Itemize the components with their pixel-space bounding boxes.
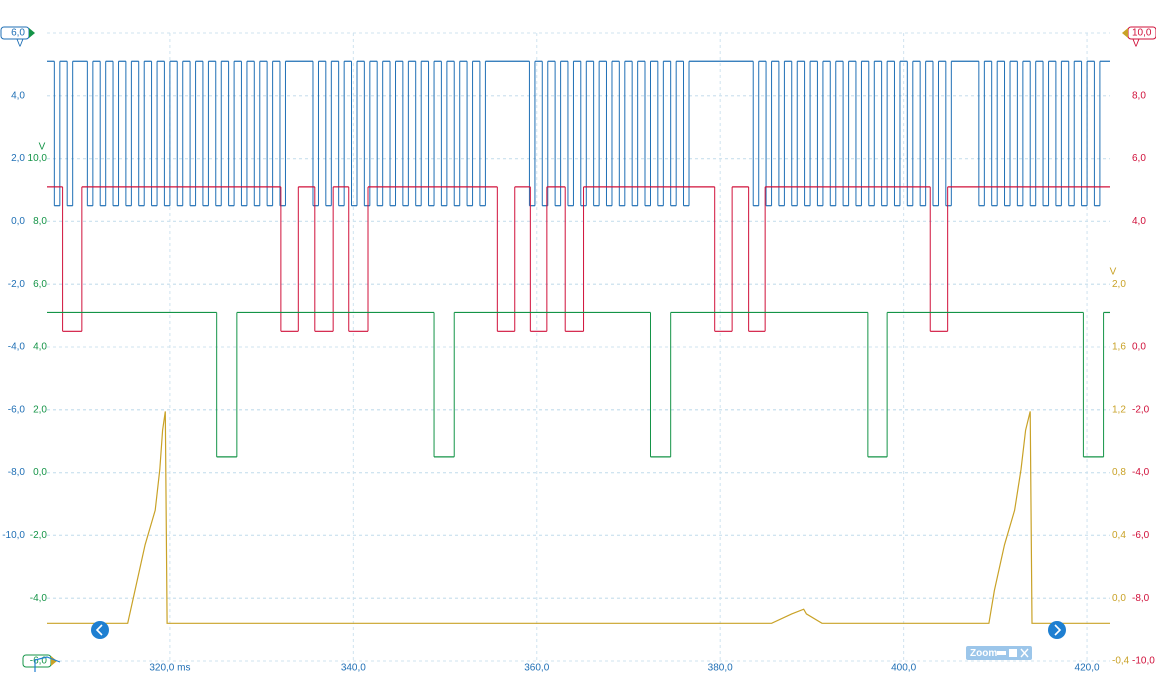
chevron-left (95, 624, 103, 636)
axis-unit: V (17, 39, 24, 50)
scroll-right-button[interactable] (1048, 621, 1066, 639)
y-tick-label: 2,0 (33, 404, 47, 415)
y-tick-label: 0,8 (1112, 467, 1126, 478)
axis-unit: V (39, 142, 46, 153)
x-tick-label: 420,0 (1075, 663, 1100, 674)
y-tick-label: 1,2 (1112, 404, 1126, 415)
y-tick-label: -8,0 (1132, 593, 1150, 604)
y-tick-label: 2,0 (11, 153, 25, 164)
zoom-label: Zoom (970, 648, 997, 659)
y-tick-label: 1,6 (1112, 342, 1126, 353)
y-tick-label: -2,0 (8, 279, 26, 290)
y-tick-label: -0,4 (1112, 656, 1130, 667)
scroll-right-circle[interactable] (1048, 621, 1066, 639)
y-tick-label: 0,0 (1132, 342, 1146, 353)
y-tick-label: -10,0 (1132, 656, 1155, 667)
x-tick-label: 340,0 (341, 663, 366, 674)
y-tick-label: 8,0 (33, 216, 47, 227)
axis-handle-arrow (29, 28, 35, 38)
y-tick-label: 6,0 (1132, 153, 1146, 164)
y-tick-label: 6,0 (33, 279, 47, 290)
trace-line (47, 411, 1110, 624)
y-tick-label: -2,0 (1132, 404, 1150, 415)
zoom-minimize-icon[interactable] (997, 651, 1006, 655)
y-tick-label: -4,0 (1132, 467, 1150, 478)
y-tick-label: 10,0 (28, 153, 48, 164)
y-tick-label: -2,0 (30, 530, 48, 541)
y-tick-label: 6,0 (11, 28, 25, 39)
zoom-close-icon[interactable] (1020, 648, 1029, 658)
chevron-right (1054, 624, 1062, 636)
zoom-control[interactable]: Zoom (966, 646, 1032, 660)
y-tick-label: 0,4 (1112, 530, 1126, 541)
y-tick-label: -4,0 (30, 593, 48, 604)
y-tick-label: -6,0 (30, 656, 48, 667)
y-tick-label: -10,0 (2, 530, 25, 541)
y-tick-label: 0,0 (1112, 593, 1126, 604)
y-tick-label: -4,0 (8, 342, 26, 353)
x-tick-label: 380,0 (708, 663, 733, 674)
x-tick-label: 400,0 (891, 663, 916, 674)
y-tick-label: -6,0 (1132, 530, 1150, 541)
x-tick-label: 320,0 ms (149, 663, 190, 674)
trigger-marker (34, 656, 61, 672)
x-tick-label: 360,0 (524, 663, 549, 674)
scroll-left-circle[interactable] (91, 621, 109, 639)
y-tick-label: 4,0 (11, 90, 25, 101)
y-tick-label: 4,0 (33, 342, 47, 353)
y-tick-label: 0,0 (33, 467, 47, 478)
y-tick-label: 10,0 (1132, 28, 1152, 39)
scroll-left-button[interactable] (91, 621, 109, 639)
axis-unit: V (1110, 267, 1117, 278)
axis-handle-arrow (1122, 28, 1128, 38)
y-tick-label: -8,0 (8, 467, 26, 478)
y-tick-label: 8,0 (1132, 90, 1146, 101)
y-tick-label: 2,0 (1112, 279, 1126, 290)
y-tick-label: 4,0 (1132, 216, 1146, 227)
y-tick-label: -6,0 (8, 404, 26, 415)
axis-unit: V (1133, 39, 1140, 50)
y-tick-label: 0,0 (11, 216, 25, 227)
zoom-restore-icon[interactable] (1009, 649, 1017, 657)
